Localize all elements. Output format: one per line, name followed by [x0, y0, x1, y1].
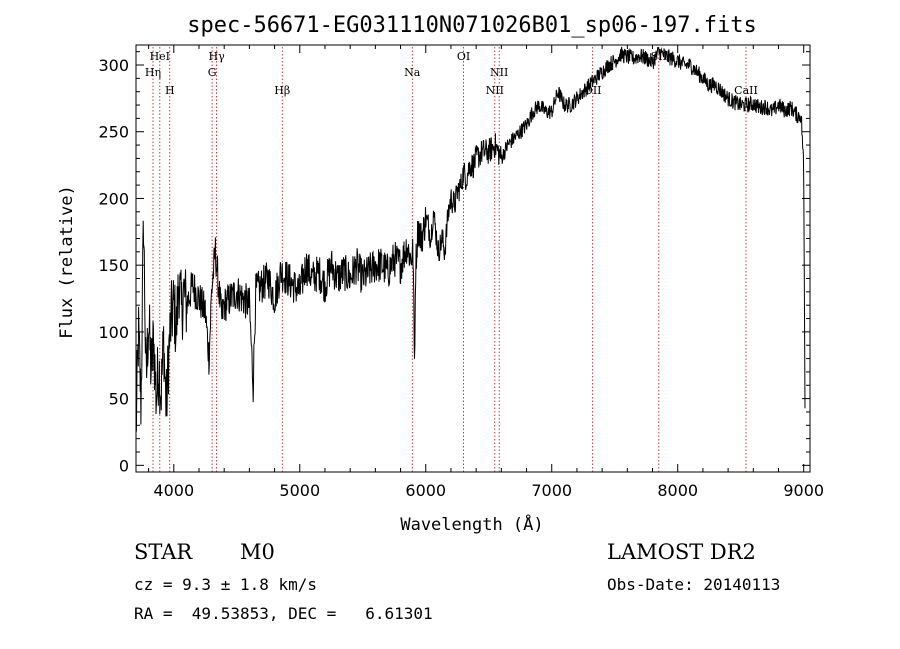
x-tick-label-5: 9000: [783, 481, 824, 500]
line-label-7: OI: [457, 50, 470, 63]
line-label-3: Hγ: [209, 50, 226, 63]
line-label-8: NII: [490, 66, 508, 79]
plot-frame: [135, 44, 811, 473]
line-label-1: Hη: [145, 66, 161, 79]
line-label-0: HeI: [150, 50, 170, 63]
y-tick-label-1: 50: [109, 390, 129, 409]
x-tick-label-4: 8000: [657, 481, 698, 500]
y-tick-label-0: 0: [119, 456, 129, 475]
object-subclass: M0: [240, 540, 275, 564]
x-axis-label: Wavelength (Å): [400, 513, 543, 535]
chart-title: spec-56671-EG031110N071026B01_sp06-197.f…: [187, 13, 757, 38]
y-tick-label-2: 100: [98, 323, 129, 342]
line-label-6: Na: [404, 66, 421, 79]
line-label-2: H: [165, 84, 175, 97]
y-tick-label-5: 250: [98, 123, 129, 142]
line-label-12: CaII: [734, 84, 758, 97]
x-tick-label-0: 4000: [153, 481, 194, 500]
coordinates-text: RA = 49.53853, DEC = 6.61301: [134, 604, 433, 623]
redshift-text: cz = 9.3 ± 1.8 km/s: [134, 575, 318, 594]
line-label-4: G: [208, 66, 217, 79]
y-tick-label-6: 300: [98, 56, 129, 75]
y-axis-ticks: 0 50 100 150 200 250 300: [98, 51, 810, 475]
spectrum-line: [135, 46, 806, 432]
line-label-9: NII: [486, 84, 504, 97]
object-class: STAR: [134, 540, 193, 564]
x-tick-label-1: 5000: [279, 481, 320, 500]
y-tick-label-4: 200: [98, 189, 129, 208]
x-tick-label-3: 7000: [531, 481, 572, 500]
obs-date-text: Obs-Date: 20140113: [607, 575, 781, 594]
line-label-5: Hβ: [274, 84, 290, 97]
plot-area: [135, 46, 806, 432]
survey-name: LAMOST DR2: [607, 540, 756, 564]
x-axis-ticks: 4000 5000 6000 7000 8000 9000: [148, 45, 824, 500]
y-tick-label-3: 150: [98, 256, 129, 275]
y-axis-label: Flux (relative): [57, 185, 77, 339]
x-tick-label-2: 6000: [405, 481, 446, 500]
